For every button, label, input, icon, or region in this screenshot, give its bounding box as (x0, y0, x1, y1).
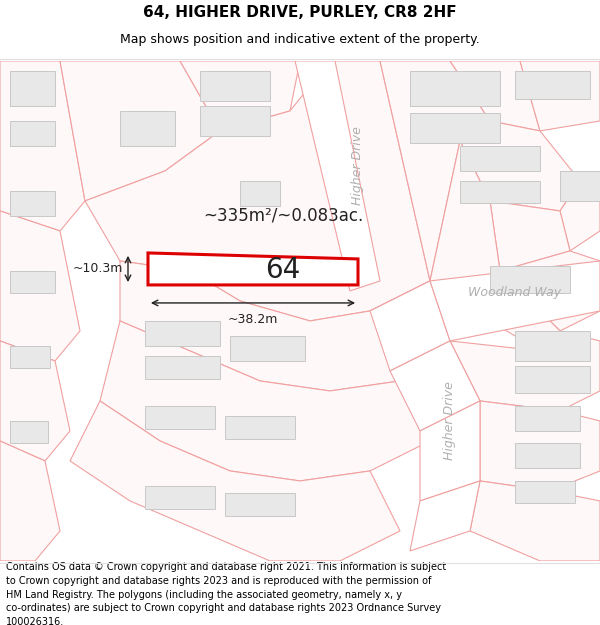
Text: ~335m²/~0.083ac.: ~335m²/~0.083ac. (203, 206, 363, 224)
Polygon shape (145, 321, 220, 346)
Polygon shape (10, 191, 55, 216)
Polygon shape (145, 486, 215, 509)
Polygon shape (410, 113, 500, 143)
Polygon shape (460, 121, 580, 211)
Polygon shape (420, 401, 480, 501)
Polygon shape (560, 171, 600, 201)
Polygon shape (60, 61, 220, 201)
Polygon shape (450, 331, 600, 411)
Polygon shape (515, 406, 580, 431)
Polygon shape (145, 406, 215, 429)
Polygon shape (180, 61, 300, 131)
Polygon shape (0, 61, 85, 231)
Polygon shape (230, 336, 305, 361)
Polygon shape (390, 341, 480, 431)
Polygon shape (70, 401, 400, 561)
Polygon shape (100, 321, 430, 481)
Polygon shape (560, 181, 600, 251)
Polygon shape (200, 106, 270, 136)
Text: ~10.3m: ~10.3m (73, 262, 123, 276)
Polygon shape (10, 71, 55, 106)
Polygon shape (515, 481, 575, 503)
Polygon shape (145, 356, 220, 379)
Text: Woodland Way: Woodland Way (469, 286, 562, 299)
Text: Higher Drive: Higher Drive (443, 381, 457, 461)
Polygon shape (490, 271, 560, 351)
Polygon shape (515, 366, 590, 393)
Polygon shape (225, 493, 295, 516)
Polygon shape (515, 71, 590, 99)
Polygon shape (410, 481, 480, 551)
Polygon shape (480, 401, 600, 491)
Polygon shape (370, 281, 450, 371)
Polygon shape (515, 443, 580, 468)
Polygon shape (430, 261, 600, 341)
Polygon shape (470, 481, 600, 561)
Polygon shape (380, 61, 490, 281)
Text: Contains OS data © Crown copyright and database right 2021. This information is : Contains OS data © Crown copyright and d… (6, 562, 446, 625)
Text: Higher Drive: Higher Drive (352, 126, 365, 206)
Polygon shape (10, 121, 55, 146)
Polygon shape (500, 251, 600, 331)
Polygon shape (120, 261, 450, 391)
Polygon shape (295, 61, 380, 291)
Polygon shape (10, 421, 48, 443)
Polygon shape (225, 416, 295, 439)
Polygon shape (410, 71, 500, 106)
Polygon shape (450, 61, 540, 131)
Polygon shape (0, 341, 70, 461)
Text: ~38.2m: ~38.2m (228, 313, 278, 326)
Polygon shape (490, 201, 570, 271)
Polygon shape (460, 181, 540, 203)
Text: 64: 64 (265, 256, 301, 284)
Polygon shape (520, 61, 600, 131)
Polygon shape (10, 346, 50, 368)
Polygon shape (0, 441, 60, 561)
Polygon shape (310, 61, 450, 281)
Polygon shape (490, 266, 570, 293)
Text: 64, HIGHER DRIVE, PURLEY, CR8 2HF: 64, HIGHER DRIVE, PURLEY, CR8 2HF (143, 5, 457, 20)
Polygon shape (515, 331, 590, 361)
Polygon shape (460, 146, 540, 171)
Polygon shape (430, 141, 500, 341)
Polygon shape (148, 253, 358, 285)
Polygon shape (10, 271, 55, 293)
Polygon shape (120, 111, 175, 146)
Text: Map shows position and indicative extent of the property.: Map shows position and indicative extent… (120, 32, 480, 46)
Polygon shape (240, 181, 280, 206)
Polygon shape (0, 211, 80, 361)
Polygon shape (85, 61, 430, 321)
Polygon shape (200, 71, 270, 101)
